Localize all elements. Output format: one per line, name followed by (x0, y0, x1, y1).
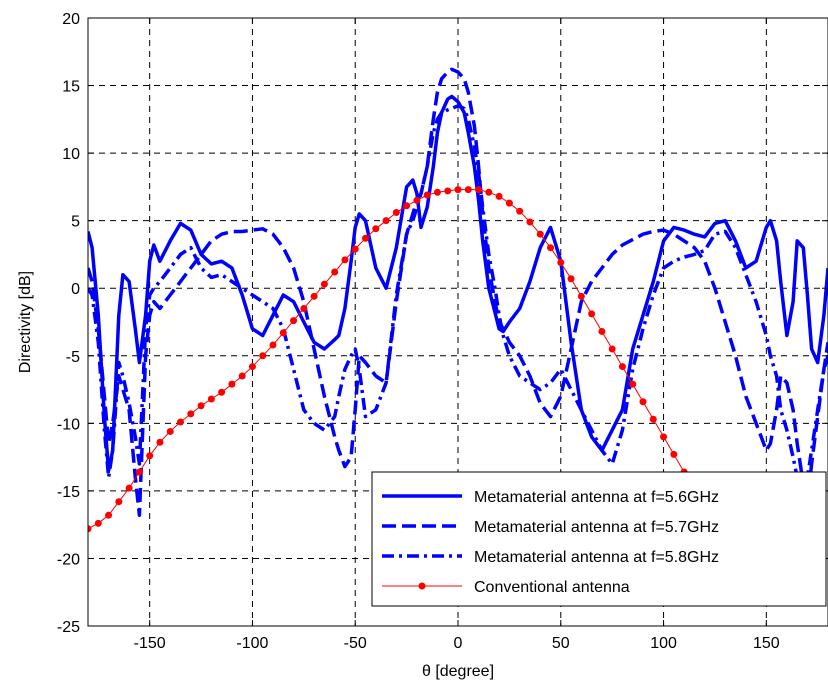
data-point (105, 511, 113, 519)
data-point (403, 202, 411, 210)
data-point (310, 292, 318, 300)
data-point (362, 234, 369, 242)
y-tick-label: -10 (57, 416, 80, 433)
data-point (639, 398, 647, 406)
data-point (649, 415, 657, 423)
data-point (392, 209, 400, 217)
series-3 (88, 104, 828, 493)
data-point (187, 410, 195, 418)
data-point (660, 433, 668, 441)
legend-marker (418, 582, 426, 590)
legend-label: Metamaterial antenna at f=5.6GHz (474, 489, 719, 506)
y-tick-label: -15 (57, 484, 80, 501)
data-point (228, 380, 236, 388)
data-point (547, 244, 554, 252)
data-point (125, 484, 133, 492)
data-point (197, 402, 205, 410)
data-point (135, 468, 143, 476)
data-point (382, 217, 390, 225)
x-axis-title: θ [degree] (422, 663, 494, 680)
data-point (567, 275, 575, 283)
data-point (248, 363, 256, 371)
legend: Metamaterial antenna at f=5.6GHz Metamate… (371, 471, 827, 607)
series-1 (88, 94, 828, 473)
data-point (505, 199, 513, 207)
data-point (115, 498, 123, 506)
data-point (413, 196, 421, 204)
data-point (608, 345, 616, 353)
data-point (433, 188, 441, 196)
legend-entry: Metamaterial antenna at f=5.6GHz (382, 489, 719, 506)
data-point (177, 418, 184, 426)
data-point (341, 256, 349, 264)
data-point (372, 225, 380, 233)
x-tick-label: -100 (236, 635, 268, 652)
data-point (94, 519, 102, 527)
legend-entry: Metamaterial antenna at f=5.7GHz (382, 519, 719, 536)
data-point (269, 341, 277, 349)
data-point (166, 427, 174, 435)
x-tick-label: 0 (454, 635, 463, 652)
y-tick-label: -20 (57, 551, 80, 568)
data-point (454, 186, 462, 194)
x-tick-label: 150 (753, 635, 780, 652)
data-point (290, 317, 298, 325)
series-2 (88, 67, 828, 517)
data-point (444, 187, 452, 195)
data-point (300, 304, 308, 312)
y-tick-label: 10 (62, 146, 80, 163)
series-line (88, 94, 828, 473)
y-axis-title: Directivity [dB] (17, 271, 34, 373)
x-tick-label: -150 (134, 635, 166, 652)
y-tick-label: 20 (62, 11, 80, 28)
legend-entry: Metamaterial antenna at f=5.8GHz (382, 549, 719, 566)
series-line (88, 67, 828, 517)
data-point (598, 327, 606, 335)
tick-labels: -150 -100 -50 0 50 100 150-25-20-15-10-5051015… (57, 11, 780, 652)
legend-label: Metamaterial antenna at f=5.8GHz (474, 549, 719, 566)
data-point (577, 292, 585, 300)
data-point (351, 245, 359, 253)
data-point (279, 329, 287, 337)
data-point (207, 395, 215, 403)
data-point (331, 268, 339, 276)
data-point (259, 352, 267, 360)
data-point (557, 259, 565, 267)
y-tick-label: 5 (71, 214, 80, 231)
data-point (423, 191, 431, 199)
data-point (526, 218, 534, 226)
data-point (485, 188, 493, 196)
data-point (536, 230, 544, 238)
legend-entry: Conventional antenna (382, 579, 630, 596)
legend-label: Conventional antenna (474, 579, 630, 596)
data-point (588, 310, 596, 318)
y-tick-label: -5 (66, 349, 80, 366)
data-point (475, 186, 483, 194)
data-point (629, 380, 637, 388)
y-tick-label: 15 (62, 79, 80, 96)
data-point (238, 372, 246, 380)
data-point (218, 388, 226, 396)
data-point (88, 525, 92, 533)
y-tick-label: 0 (71, 281, 80, 298)
y-tick-label: -25 (57, 619, 80, 636)
data-point (320, 280, 328, 288)
data-point (516, 207, 524, 215)
series-line (88, 104, 828, 493)
data-point (156, 438, 164, 446)
data-point (618, 363, 626, 371)
data-point (464, 186, 472, 194)
x-tick-label: 100 (650, 635, 677, 652)
legend-label: Metamaterial antenna at f=5.7GHz (474, 519, 719, 536)
data-point (670, 450, 678, 458)
x-tick-label: 50 (552, 635, 570, 652)
data-point (495, 192, 503, 200)
x-tick-label: -50 (344, 635, 367, 652)
data-point (146, 452, 154, 460)
